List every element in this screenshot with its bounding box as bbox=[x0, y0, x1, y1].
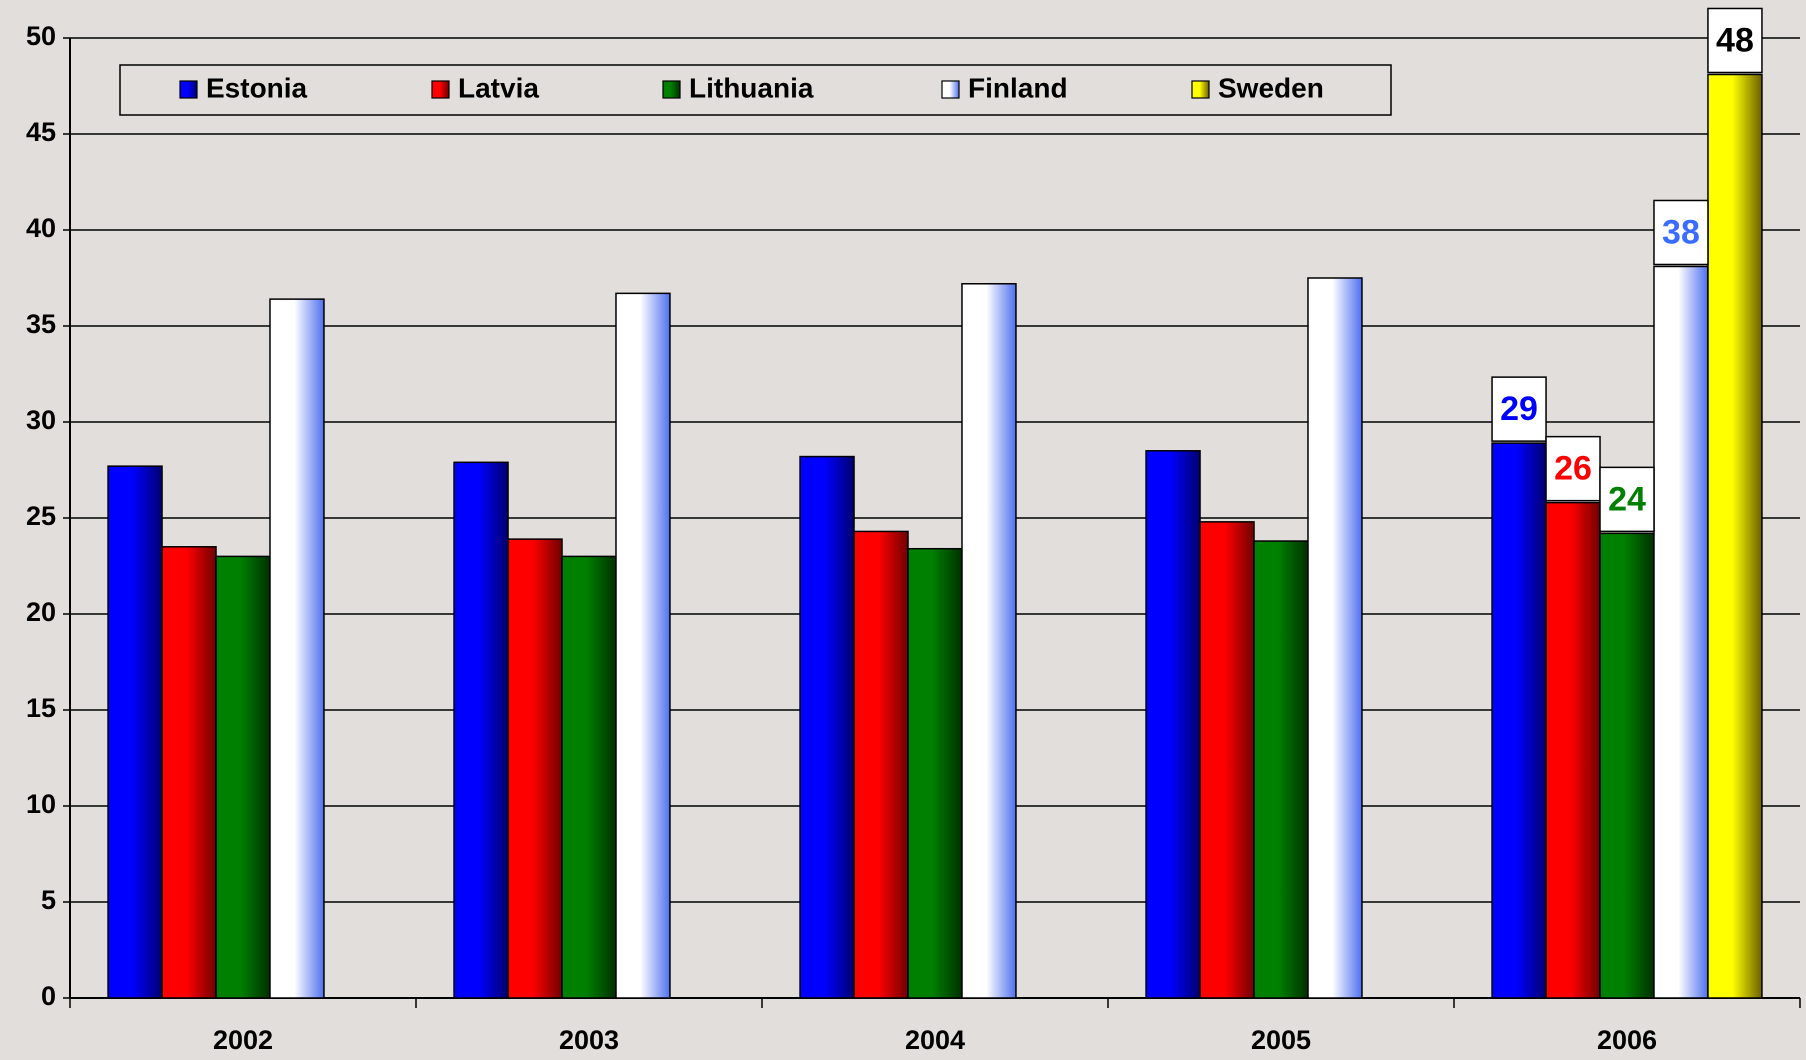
y-tick-label: 40 bbox=[26, 213, 56, 243]
y-tick-label: 50 bbox=[26, 21, 56, 51]
bar bbox=[453, 461, 509, 999]
legend-label: Lithuania bbox=[689, 72, 814, 103]
legend-label: Sweden bbox=[1218, 72, 1324, 103]
bar bbox=[1545, 501, 1601, 999]
legend-label: Estonia bbox=[206, 72, 308, 103]
bar bbox=[615, 292, 671, 999]
bar bbox=[1307, 277, 1363, 999]
bar bbox=[1199, 521, 1255, 999]
bar bbox=[853, 530, 909, 999]
bar bbox=[907, 547, 963, 999]
legend-swatch bbox=[1191, 80, 1210, 99]
bar bbox=[161, 546, 217, 999]
legend-label: Finland bbox=[968, 72, 1068, 103]
value-label-box bbox=[1707, 7, 1763, 74]
value-label-box bbox=[1599, 466, 1655, 533]
y-tick-label: 25 bbox=[26, 501, 56, 531]
bar bbox=[1145, 450, 1201, 999]
legend-swatch bbox=[662, 80, 681, 99]
x-tick-label: 2003 bbox=[559, 1025, 619, 1055]
bar bbox=[561, 555, 617, 999]
y-tick-label: 5 bbox=[41, 885, 56, 915]
legend-label: Latvia bbox=[458, 72, 539, 103]
bar bbox=[1491, 442, 1547, 999]
value-label: 26 bbox=[1554, 450, 1592, 488]
legend-box bbox=[119, 64, 1392, 116]
value-label-box bbox=[1653, 199, 1709, 266]
x-tick-label: 2004 bbox=[905, 1025, 965, 1055]
legend-swatch bbox=[941, 80, 960, 99]
bar bbox=[1599, 532, 1655, 999]
y-tick-label: 35 bbox=[26, 309, 56, 339]
x-tick-label: 2002 bbox=[213, 1025, 273, 1055]
value-label-box bbox=[1491, 376, 1547, 442]
bar bbox=[1653, 265, 1709, 999]
bar bbox=[1707, 73, 1763, 999]
value-label: 48 bbox=[1716, 21, 1754, 59]
bar bbox=[961, 283, 1017, 999]
bar bbox=[507, 538, 563, 999]
y-tick-label: 10 bbox=[26, 789, 56, 819]
y-tick-label: 20 bbox=[26, 597, 56, 627]
value-label: 38 bbox=[1662, 213, 1700, 251]
bar bbox=[269, 298, 325, 999]
y-tick-label: 45 bbox=[26, 117, 56, 147]
legend-swatch bbox=[179, 80, 198, 99]
value-label: 24 bbox=[1608, 480, 1646, 518]
y-tick-label: 30 bbox=[26, 405, 56, 435]
bar bbox=[215, 555, 271, 999]
bar bbox=[107, 465, 163, 999]
y-tick-label: 0 bbox=[41, 981, 56, 1011]
bar bbox=[799, 455, 855, 999]
bar bbox=[1253, 540, 1309, 999]
value-label: 29 bbox=[1500, 390, 1538, 428]
y-tick-label: 15 bbox=[26, 693, 56, 723]
x-tick-label: 2006 bbox=[1597, 1025, 1657, 1055]
legend-swatch bbox=[431, 80, 450, 99]
x-tick-label: 2005 bbox=[1251, 1025, 1311, 1055]
